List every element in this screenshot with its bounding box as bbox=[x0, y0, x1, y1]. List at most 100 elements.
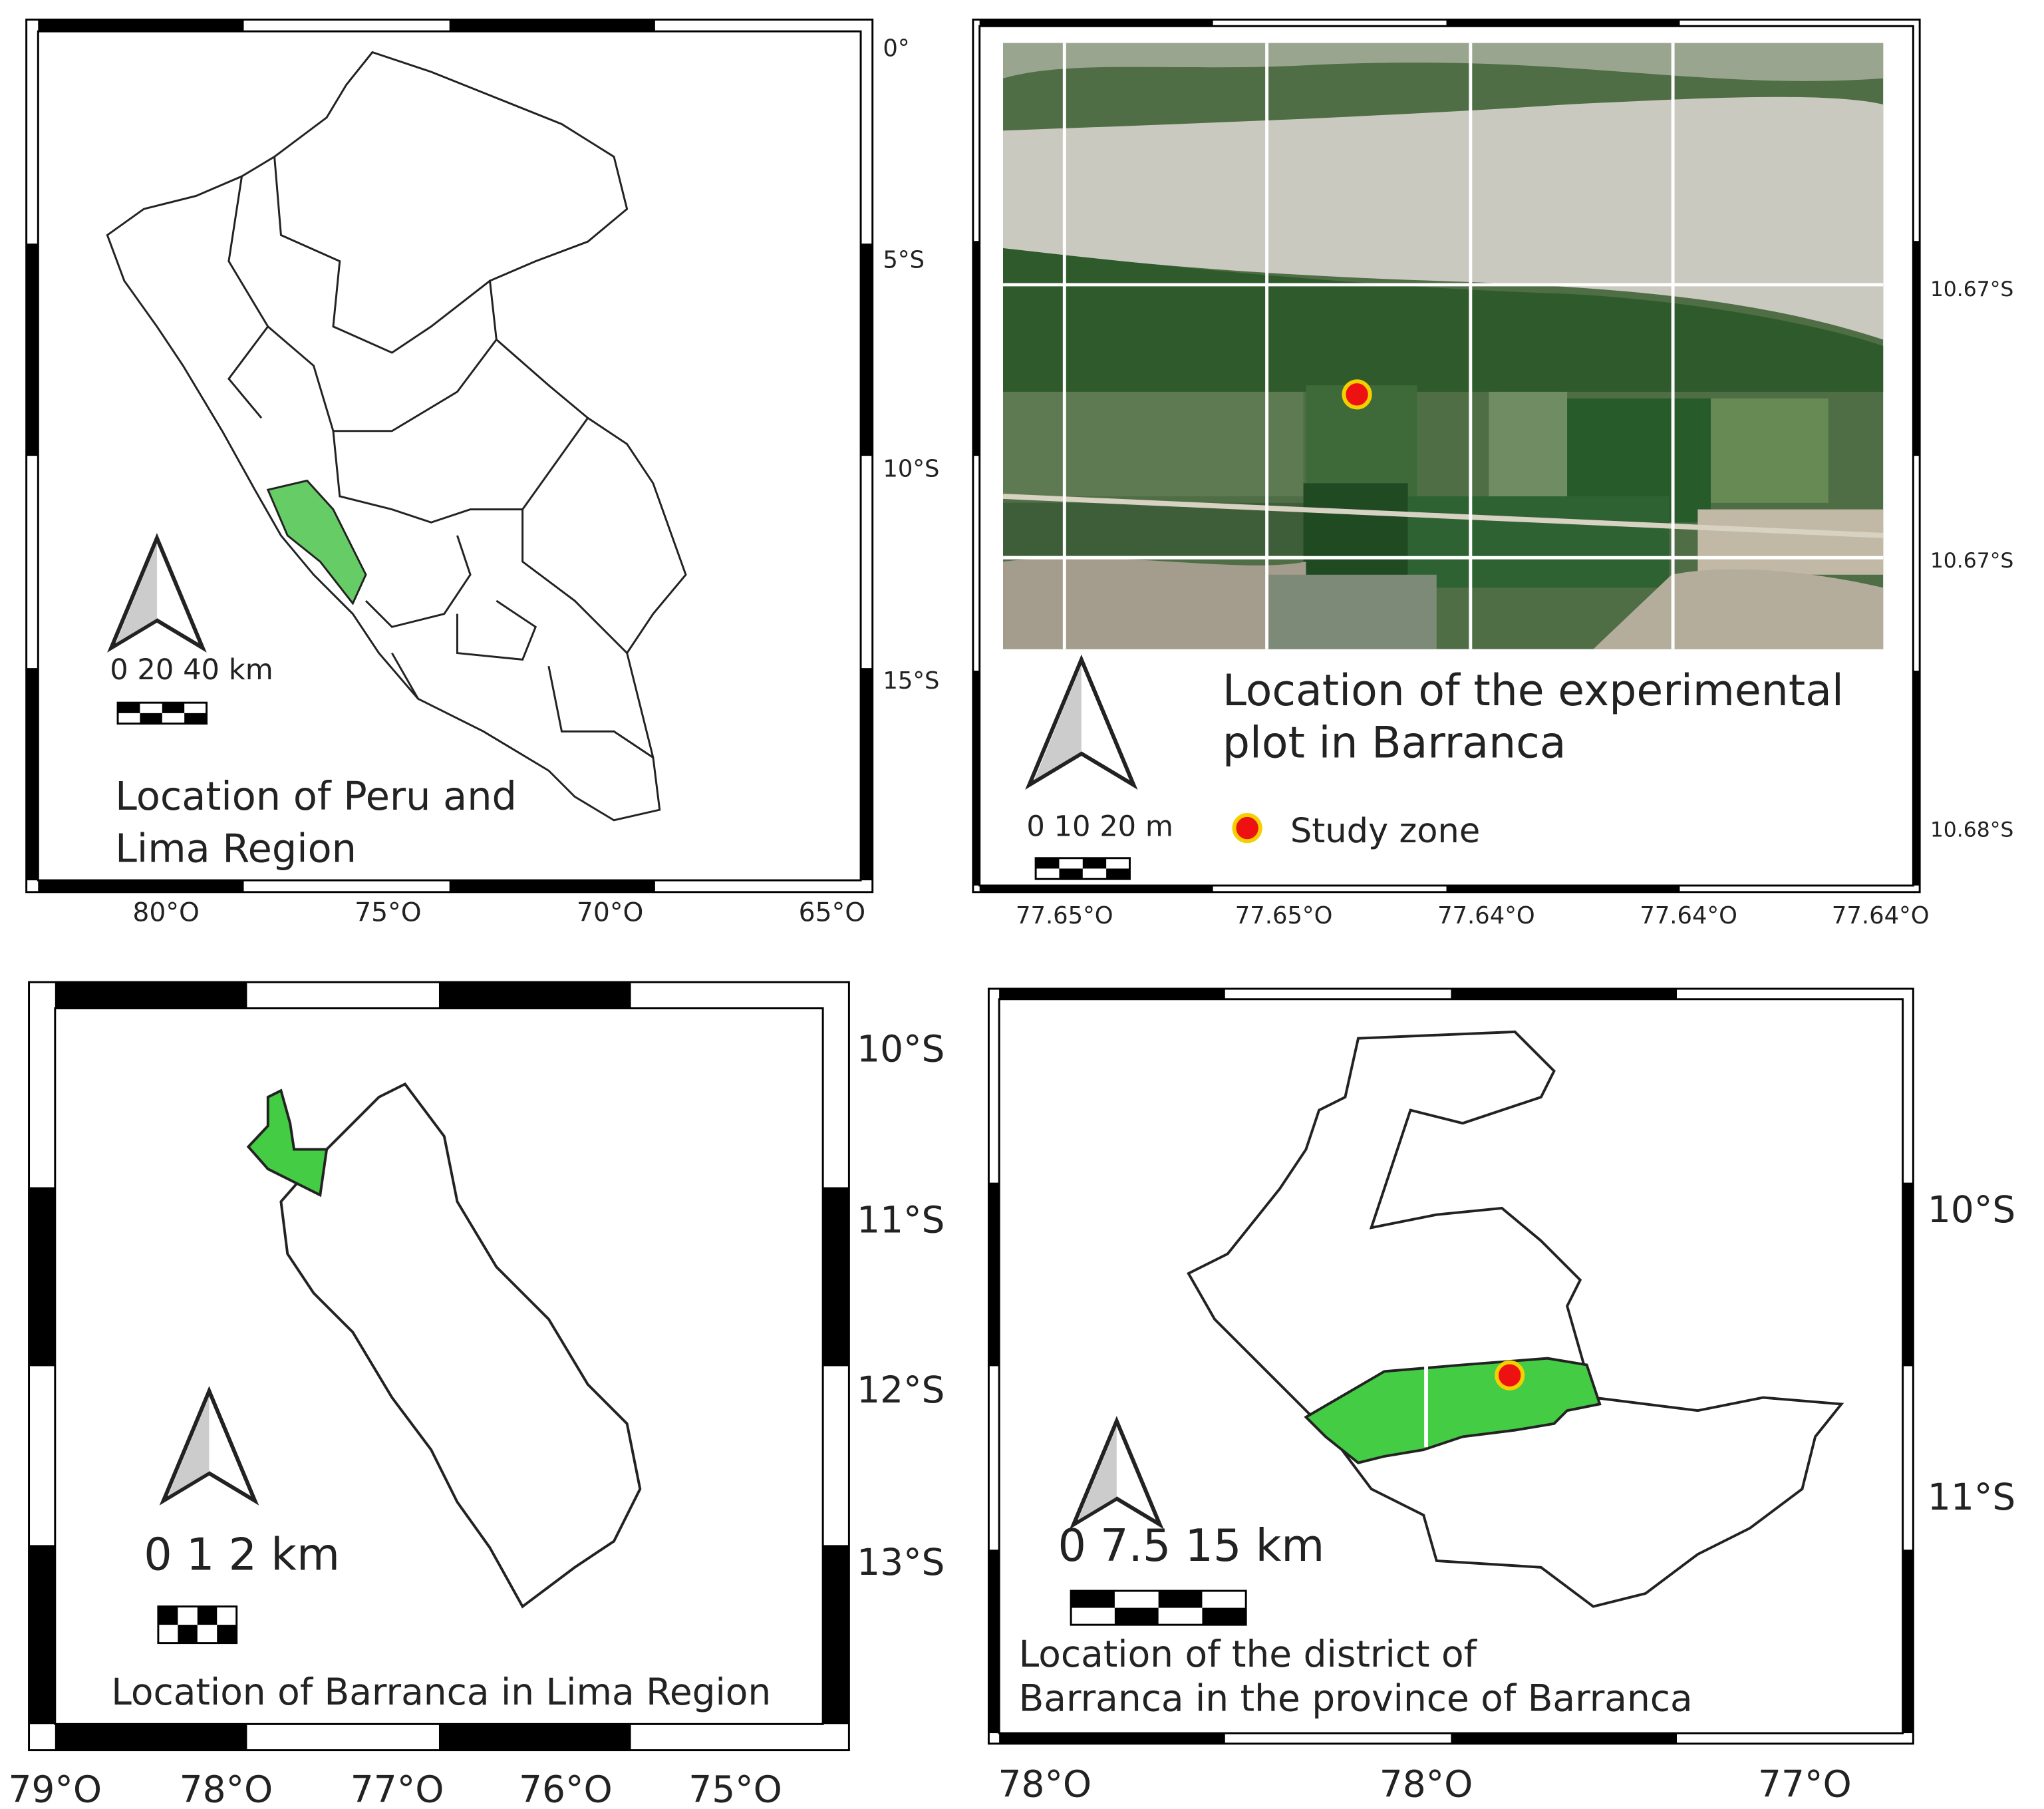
frame-stripe bbox=[55, 1724, 247, 1750]
x-tick-label: 70°O bbox=[577, 898, 643, 928]
frame-stripe bbox=[1913, 671, 1920, 886]
x-tick-label: 75°O bbox=[688, 1768, 782, 1806]
scale-bar-seg bbox=[178, 1625, 198, 1643]
frame-stripe bbox=[1451, 1733, 1678, 1744]
frame-stripe bbox=[979, 19, 1213, 27]
x-tick-label: 78°O bbox=[180, 1768, 273, 1806]
x-tick-label: 77°O bbox=[1758, 1763, 1852, 1806]
scale-bar-seg bbox=[140, 713, 162, 724]
frame-stripe bbox=[55, 982, 247, 1009]
scale-bar-seg bbox=[1158, 1591, 1203, 1608]
y-tick-label: 15°S bbox=[883, 667, 939, 695]
y-tick-label: 11°S bbox=[1928, 1476, 2015, 1518]
y-tick-label: 11°S bbox=[857, 1199, 945, 1241]
scale-bar-seg bbox=[217, 1625, 237, 1643]
frame-stripe bbox=[988, 1182, 1000, 1367]
frame-stripe bbox=[1902, 1550, 1914, 1734]
north-arrow-shade bbox=[116, 543, 157, 643]
peru-map bbox=[106, 51, 687, 822]
frame-stripe bbox=[1913, 241, 1920, 456]
frame-stripe bbox=[1446, 19, 1680, 27]
scale-bar-seg bbox=[1071, 1591, 1115, 1608]
frame-stripe bbox=[823, 1187, 849, 1367]
y-tick-label: 10°S bbox=[857, 1027, 945, 1070]
scale-bar-seg bbox=[1036, 858, 1060, 869]
frame-stripe bbox=[823, 1545, 849, 1725]
y-tick-label: 10.68°S bbox=[1930, 818, 2014, 842]
panel-title: Location of the experimental bbox=[1223, 666, 1844, 716]
frame-stripe bbox=[26, 668, 39, 881]
scale-bar-seg bbox=[162, 703, 185, 713]
frame-stripe bbox=[26, 244, 39, 456]
y-tick-label: 10°S bbox=[1928, 1188, 2015, 1231]
x-tick-label: 79°O bbox=[8, 1768, 102, 1806]
x-tick-label: 77.64°O bbox=[1437, 902, 1535, 929]
frame-stripe bbox=[979, 885, 1213, 892]
x-tick-label: 65°O bbox=[799, 898, 865, 928]
barranca-province-map bbox=[1187, 1030, 1844, 1608]
y-tick-label: 10°S bbox=[883, 456, 939, 483]
x-tick-label: 78°O bbox=[998, 1763, 1092, 1806]
frame-stripe bbox=[1902, 1182, 1914, 1367]
x-tick-label: 77.65°O bbox=[1016, 902, 1113, 929]
scale-bar-seg bbox=[1114, 1607, 1159, 1625]
x-tick-label: 78°O bbox=[1380, 1763, 1473, 1806]
study-point bbox=[1342, 379, 1372, 410]
frame-stripe bbox=[972, 671, 980, 886]
scale-bar-seg bbox=[118, 703, 140, 713]
scale-label: 0 7.5 15 km bbox=[1058, 1520, 1324, 1571]
grid bbox=[1003, 43, 1884, 649]
y-tick-label: 10.67°S bbox=[1930, 277, 2014, 301]
scale-bar-seg bbox=[1059, 868, 1083, 880]
x-tick-label: 77°O bbox=[351, 1768, 444, 1806]
panel-title: plot in Barranca bbox=[1223, 719, 1566, 768]
frame-stripe bbox=[988, 1550, 1000, 1734]
frame-stripe bbox=[1451, 989, 1678, 999]
scale-label: 0 1 2 km bbox=[144, 1529, 340, 1581]
frame-stripe bbox=[38, 19, 244, 32]
frame-stripe bbox=[1446, 885, 1680, 892]
frame-stripe bbox=[861, 668, 873, 881]
north-arrow-shade bbox=[1078, 1426, 1117, 1520]
frame-stripe bbox=[449, 19, 655, 32]
legend-marker bbox=[1232, 813, 1262, 844]
x-tick-label: 77.65°O bbox=[1235, 902, 1333, 929]
scale-bar-seg bbox=[1106, 868, 1130, 880]
y-tick-label: 10.67°S bbox=[1930, 549, 2014, 573]
scale-bar-seg bbox=[197, 1606, 218, 1625]
x-tick-label: 77.64°O bbox=[1832, 902, 1930, 929]
frame-stripe bbox=[38, 880, 244, 892]
scale-label: 0 20 40 km bbox=[110, 653, 273, 687]
frame-stripe bbox=[972, 241, 980, 456]
satellite-image bbox=[1002, 43, 1884, 649]
panel-title: Location of Barranca in Lima Region bbox=[111, 1671, 771, 1713]
frame-stripe bbox=[999, 989, 1225, 999]
frame-stripe bbox=[449, 880, 655, 892]
scale-bar-seg bbox=[158, 1606, 178, 1625]
x-tick-label: 80°O bbox=[132, 898, 199, 928]
frame-stripe bbox=[438, 982, 631, 1009]
scale-bar-seg bbox=[1202, 1607, 1246, 1625]
frame-stripe bbox=[861, 244, 873, 456]
x-tick-label: 76°O bbox=[519, 1768, 613, 1806]
frame-stripe bbox=[29, 1545, 55, 1725]
lima-region-map bbox=[246, 1082, 642, 1609]
frame-stripe bbox=[438, 1724, 631, 1750]
scale-label: 0 10 20 m bbox=[1026, 810, 1173, 843]
x-tick-label: 75°O bbox=[355, 898, 421, 928]
frame-stripe bbox=[999, 1733, 1225, 1744]
frame-stripe bbox=[29, 1187, 55, 1367]
panel-title: Barranca in the province of Barranca bbox=[1019, 1677, 1693, 1720]
scale-bar-seg bbox=[184, 713, 207, 724]
x-tick-label: 77.64°O bbox=[1640, 902, 1737, 929]
y-tick-label: 13°S bbox=[857, 1541, 945, 1583]
y-tick-label: 5°S bbox=[883, 247, 925, 274]
panel-title: Location of the district of bbox=[1019, 1633, 1478, 1675]
y-tick-label: 12°S bbox=[857, 1369, 945, 1411]
panel-title: Location of Peru and bbox=[115, 773, 517, 819]
y-tick-label: 0° bbox=[883, 35, 909, 63]
scale-bar-seg bbox=[1082, 858, 1107, 869]
legend-label: Study zone bbox=[1290, 812, 1480, 851]
